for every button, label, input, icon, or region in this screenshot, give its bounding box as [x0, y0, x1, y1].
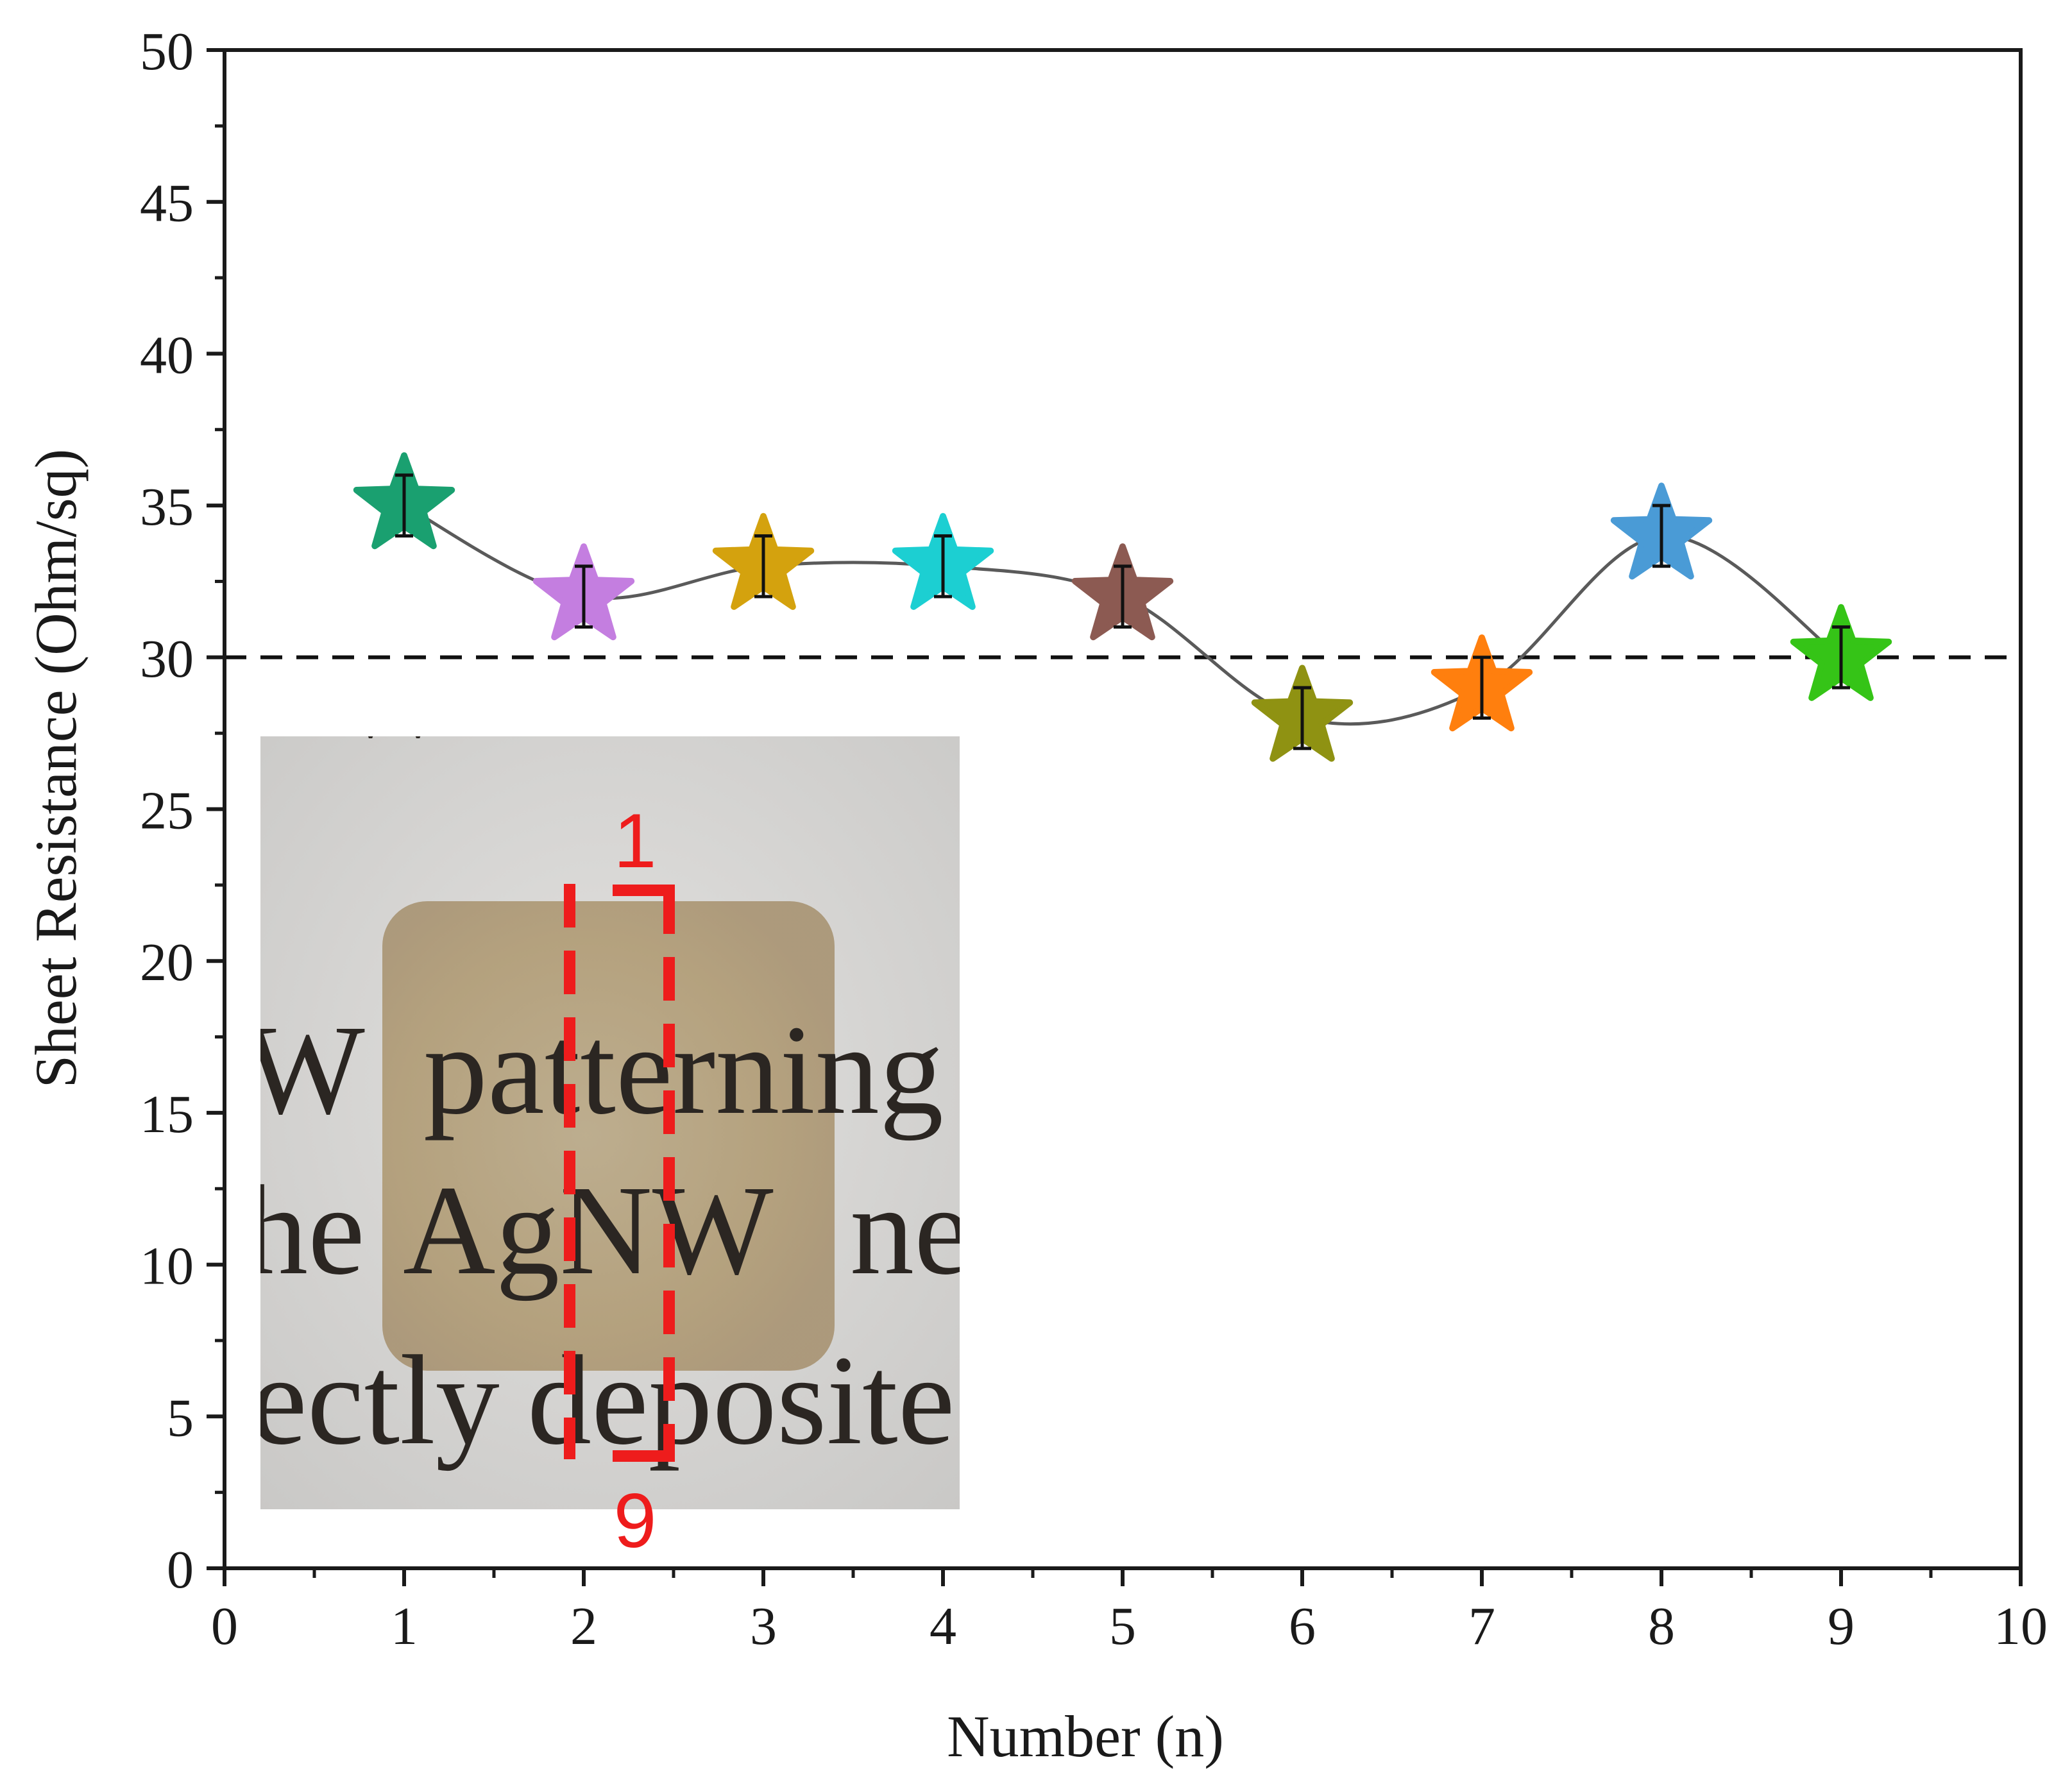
x-tick-label: 7: [1468, 1596, 1495, 1656]
data-series: [353, 452, 1892, 762]
x-tick-label: 1: [391, 1596, 418, 1656]
x-tick-label: 5: [1109, 1596, 1136, 1656]
inset-word: deposite: [527, 1330, 955, 1471]
inset-marker-start: 1: [614, 798, 657, 884]
inset-word: AgNW: [403, 1160, 774, 1301]
x-tick-label: 2: [570, 1596, 597, 1656]
inset-word: he: [244, 1160, 365, 1301]
y-tick-label: 0: [167, 1540, 194, 1600]
axis-ticks: [207, 48, 2023, 1586]
y-tick-label: 30: [140, 629, 194, 689]
y-tick-label: 45: [140, 174, 194, 233]
x-tick-label: 0: [211, 1596, 238, 1656]
y-tick-label: 15: [140, 1085, 194, 1144]
inset-agnw-film: [382, 901, 835, 1371]
y-tick-label: 25: [140, 781, 194, 841]
y-tick-label: 50: [140, 22, 194, 81]
inset-photo: W W patterning he AgNW ne ectly deposite: [244, 623, 971, 1509]
inset-word-top: W: [334, 623, 455, 765]
inset-word: ectly: [250, 1330, 500, 1471]
x-tick-label: 9: [1828, 1596, 1855, 1656]
x-tick-label: 4: [930, 1596, 956, 1656]
inset-word: ne: [850, 1160, 971, 1301]
y-axis-title: Sheet Resistance (Ohm/sq): [23, 449, 89, 1088]
series-line: [403, 504, 1842, 726]
x-tick-label: 10: [1994, 1596, 2048, 1656]
x-tick-label: 3: [750, 1596, 777, 1656]
inset-marker-end: 9: [614, 1478, 657, 1564]
x-tick-label: 6: [1289, 1596, 1316, 1656]
inset-word: W: [244, 999, 365, 1141]
y-tick-label: 5: [167, 1388, 194, 1448]
inset-word: patterning: [423, 999, 944, 1141]
y-tick-label: 35: [140, 477, 194, 537]
y-tick-label: 40: [140, 325, 194, 385]
plot-frame: [223, 48, 2023, 1570]
x-axis-title: Number (n): [947, 1704, 1224, 1769]
y-tick-label: 10: [140, 1237, 194, 1296]
x-tick-label: 8: [1648, 1596, 1675, 1656]
y-tick-label: 20: [140, 933, 194, 992]
